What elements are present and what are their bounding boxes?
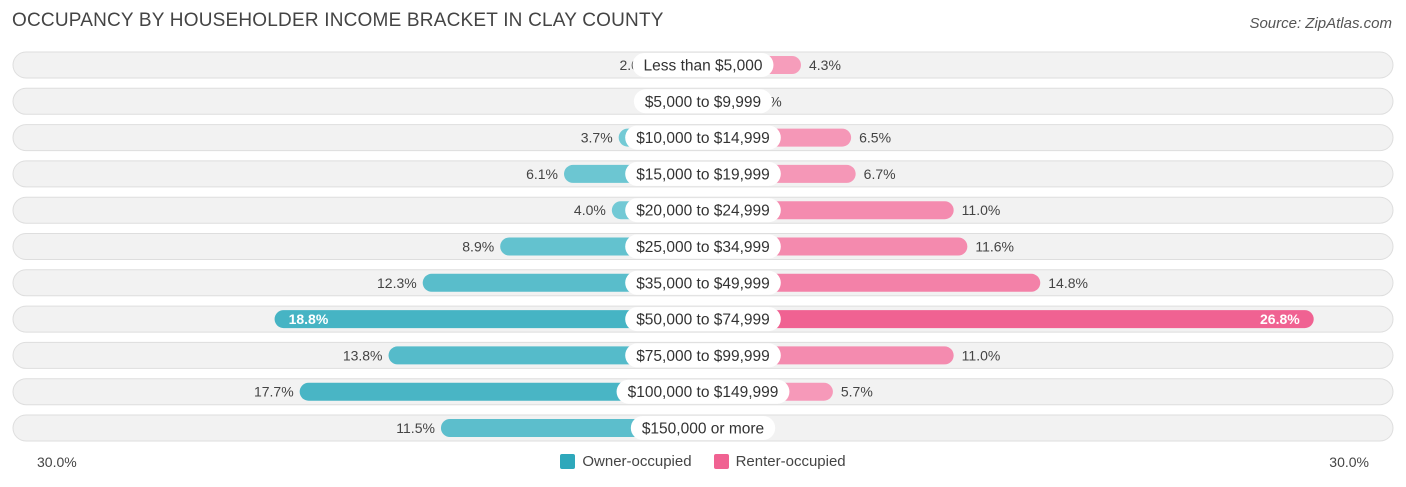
owner-value-label: 13.8% <box>343 347 383 363</box>
legend-item-owner[interactable]: Owner-occupied <box>560 453 692 470</box>
renter-bar <box>703 310 1314 329</box>
owner-value-label: 12.3% <box>377 275 417 291</box>
renter-value-label: 6.7% <box>864 166 896 182</box>
category-label-pill <box>625 234 781 259</box>
renter-value-label: 26.8% <box>1260 311 1300 327</box>
chart-area: 2.0%4.3%Less than $5,0001.3%1.7%$5,000 t… <box>12 51 1394 442</box>
category-label-pill <box>625 343 781 368</box>
legend-item-renter[interactable]: Renter-occupied <box>713 453 846 470</box>
renter-value-label: 11.0% <box>962 202 1001 218</box>
category-label: $15,000 to $19,999 <box>636 166 770 183</box>
legend-swatch-renter <box>713 454 729 469</box>
category-label: $5,000 to $9,999 <box>645 94 761 111</box>
category-label: $150,000 or more <box>642 421 764 438</box>
category-label-pill <box>616 379 790 404</box>
source-note: Source: ZipAtlas.com <box>1249 15 1392 32</box>
legend-label-owner: Owner-occupied <box>582 453 692 470</box>
category-label: $35,000 to $49,999 <box>636 275 770 292</box>
owner-value-label: 3.7% <box>581 130 613 146</box>
renter-value-label: 4.3% <box>809 57 841 73</box>
category-label-pill <box>632 53 774 77</box>
chart-title: OCCUPANCY BY HOUSEHOLDER INCOME BRACKET … <box>12 10 664 31</box>
axis-left-label: 30.0% <box>37 454 77 470</box>
owner-bar <box>299 382 703 401</box>
owner-value-label: 8.9% <box>462 239 494 255</box>
category-label: Less than $5,000 <box>644 58 763 75</box>
owner-value-label: 17.7% <box>254 384 294 400</box>
category-label-pill <box>625 161 781 186</box>
category-label-pill <box>625 198 781 223</box>
renter-value-label: 6.5% <box>859 130 891 146</box>
category-label: $10,000 to $14,999 <box>636 130 770 147</box>
axis-right-label: 30.0% <box>1329 454 1369 470</box>
legend-swatch-owner <box>560 454 576 469</box>
owner-value-label: 6.1% <box>526 166 558 182</box>
category-label: $25,000 to $34,999 <box>636 239 770 256</box>
renter-value-label: 14.8% <box>1048 275 1088 291</box>
category-label: $75,000 to $99,999 <box>636 348 770 365</box>
renter-value-label: 11.0% <box>962 347 1001 363</box>
category-label-pill <box>625 307 781 332</box>
legend: Owner-occupied Renter-occupied <box>0 453 1406 470</box>
owner-value-label: 18.8% <box>289 311 329 327</box>
owner-bar <box>274 310 703 329</box>
renter-value-label: 11.6% <box>975 239 1014 255</box>
renter-bar <box>703 273 1041 292</box>
owner-value-label: 11.5% <box>396 420 435 436</box>
category-label: $50,000 to $74,999 <box>636 312 770 329</box>
category-label-pill <box>625 125 781 150</box>
category-label-pill <box>630 416 776 440</box>
category-label: $100,000 to $149,999 <box>628 384 779 401</box>
owner-bar <box>388 346 703 365</box>
owner-value-label: 4.0% <box>574 202 606 218</box>
category-label-pill <box>633 89 773 114</box>
legend-label-renter: Renter-occupied <box>735 453 846 470</box>
renter-value-label: 5.7% <box>841 384 873 400</box>
category-label-pill <box>625 270 781 295</box>
category-label: $20,000 to $24,999 <box>636 203 770 220</box>
